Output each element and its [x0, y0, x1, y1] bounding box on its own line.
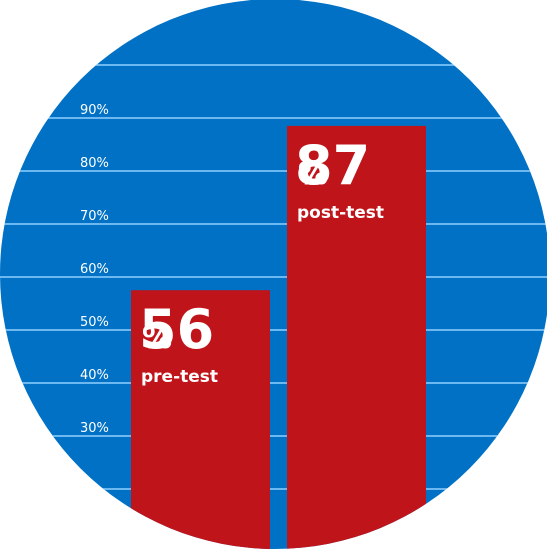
bar-group-pre-test: 56% pre-test	[131, 290, 270, 549]
bar-value-label: 56	[139, 298, 214, 361]
bar-value-label: 87	[295, 134, 370, 197]
y-tick-label: 30%	[80, 421, 109, 436]
y-tick-label: 90%	[80, 103, 109, 118]
y-tick-label: 70%	[80, 209, 109, 224]
bar-category-label: post-test	[297, 203, 384, 223]
y-tick-label: 50%	[80, 315, 109, 330]
bar-group-post-test: 87% post-test	[287, 125, 426, 549]
bars: 56% pre-test 87% post-test	[131, 125, 426, 549]
bar	[131, 290, 270, 549]
bar	[287, 125, 426, 549]
bar-value-unit: %	[142, 321, 172, 356]
bar-category-label: pre-test	[141, 367, 218, 387]
y-axis-ticks: 30% 40% 50% 60% 70% 80% 90%	[80, 103, 109, 436]
y-tick-label: 60%	[80, 262, 109, 277]
y-tick-label: 80%	[80, 156, 109, 171]
y-tick-label: 40%	[80, 368, 109, 383]
bar-value-unit: %	[298, 157, 328, 192]
